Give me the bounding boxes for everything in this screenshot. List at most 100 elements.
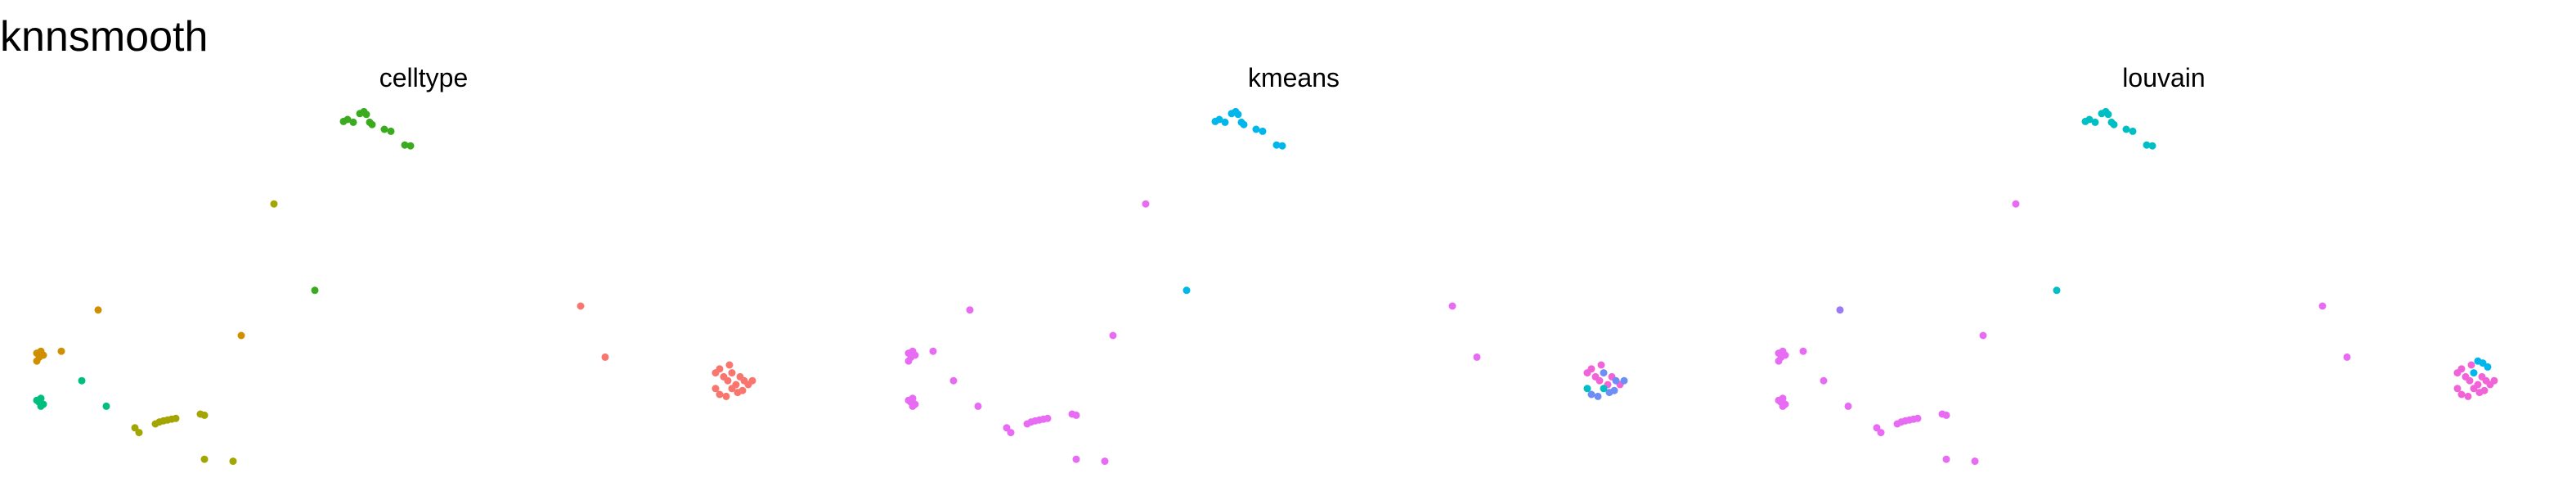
data-point bbox=[135, 429, 143, 437]
data-point bbox=[738, 386, 747, 394]
data-point bbox=[1942, 455, 1950, 463]
data-point bbox=[909, 394, 917, 403]
data-point bbox=[362, 110, 370, 119]
series-1 bbox=[904, 200, 1481, 466]
series-0 bbox=[2053, 107, 2156, 295]
data-point bbox=[911, 351, 919, 359]
data-point bbox=[716, 390, 724, 399]
data-point bbox=[1775, 357, 1783, 365]
data-point bbox=[1587, 390, 1595, 399]
series-3 bbox=[2453, 361, 2498, 400]
panel-title-kmeans: kmeans bbox=[1248, 63, 1340, 92]
figure-title: knnsmooth bbox=[0, 13, 208, 61]
data-point bbox=[1587, 365, 1595, 373]
data-point bbox=[1043, 414, 1052, 422]
data-point bbox=[2484, 363, 2492, 371]
data-point bbox=[2467, 361, 2475, 369]
data-point bbox=[724, 376, 732, 385]
data-point bbox=[748, 376, 756, 385]
data-point bbox=[1583, 385, 1591, 393]
data-point bbox=[94, 306, 102, 314]
data-point bbox=[2143, 141, 2151, 149]
data-point bbox=[387, 127, 395, 135]
data-point bbox=[728, 385, 736, 393]
data-point bbox=[406, 142, 415, 150]
data-point bbox=[2343, 353, 2351, 361]
data-point bbox=[237, 331, 245, 340]
data-point bbox=[1594, 392, 1602, 400]
data-point bbox=[974, 402, 982, 410]
series-0 bbox=[311, 107, 415, 295]
data-point bbox=[1620, 376, 1628, 385]
series-4 bbox=[577, 302, 756, 400]
data-point bbox=[1942, 411, 1950, 419]
data-point bbox=[577, 302, 585, 310]
series-1 bbox=[1775, 200, 2351, 466]
data-point bbox=[1600, 385, 1608, 393]
data-point bbox=[311, 286, 319, 295]
data-point bbox=[1612, 376, 1620, 385]
data-point bbox=[2053, 286, 2061, 295]
data-point bbox=[1595, 376, 1604, 385]
data-point bbox=[343, 115, 352, 124]
data-point bbox=[1259, 127, 1267, 135]
data-point bbox=[1221, 118, 1229, 126]
data-point bbox=[2457, 365, 2466, 373]
data-point bbox=[722, 392, 730, 400]
data-point bbox=[2490, 376, 2498, 385]
data-point bbox=[349, 118, 357, 126]
data-point bbox=[1142, 200, 1150, 208]
data-point bbox=[2479, 359, 2487, 367]
data-point bbox=[1979, 331, 1987, 340]
data-point bbox=[2318, 302, 2327, 310]
data-point bbox=[725, 361, 734, 369]
data-point bbox=[728, 369, 736, 377]
data-point bbox=[368, 120, 376, 128]
panel-title-louvain: louvain bbox=[2122, 63, 2205, 92]
data-point bbox=[37, 402, 45, 410]
data-point bbox=[949, 376, 958, 385]
data-point bbox=[2453, 385, 2462, 393]
data-point bbox=[1877, 429, 1885, 437]
data-point bbox=[1597, 361, 1605, 369]
data-point bbox=[380, 125, 388, 133]
series-1 bbox=[131, 200, 278, 466]
data-point bbox=[1072, 411, 1080, 419]
data-point bbox=[2129, 127, 2137, 135]
data-point bbox=[2464, 392, 2472, 400]
data-point bbox=[102, 402, 110, 410]
data-point bbox=[2104, 110, 2112, 119]
data-point bbox=[172, 414, 180, 422]
data-point bbox=[2085, 115, 2094, 124]
series-4 bbox=[2470, 357, 2492, 377]
series-2 bbox=[1836, 306, 1844, 314]
data-point bbox=[1844, 402, 1852, 410]
data-point bbox=[200, 411, 209, 419]
data-point bbox=[1101, 457, 1109, 466]
data-point bbox=[57, 347, 65, 355]
panel-title-celltype: celltype bbox=[379, 63, 469, 92]
data-point bbox=[1779, 402, 1787, 410]
data-point bbox=[1109, 331, 1117, 340]
data-point bbox=[1252, 125, 1260, 133]
data-point bbox=[37, 394, 45, 403]
data-point bbox=[1240, 120, 1248, 128]
data-point bbox=[1183, 286, 1191, 295]
data-point bbox=[33, 357, 41, 365]
data-point bbox=[1914, 414, 1922, 422]
data-point bbox=[716, 365, 724, 373]
data-point bbox=[1781, 351, 1789, 359]
data-point bbox=[1448, 302, 1456, 310]
data-point bbox=[601, 353, 609, 361]
data-point bbox=[1836, 306, 1844, 314]
data-point bbox=[711, 385, 720, 393]
data-point bbox=[1272, 141, 1281, 149]
data-point bbox=[1779, 394, 1787, 403]
data-point bbox=[1234, 110, 1242, 119]
data-point bbox=[2470, 369, 2478, 377]
data-point bbox=[2480, 386, 2488, 394]
data-point bbox=[401, 141, 409, 149]
panel-kmeans: kmeans bbox=[904, 63, 1628, 466]
data-point bbox=[1971, 457, 1979, 466]
